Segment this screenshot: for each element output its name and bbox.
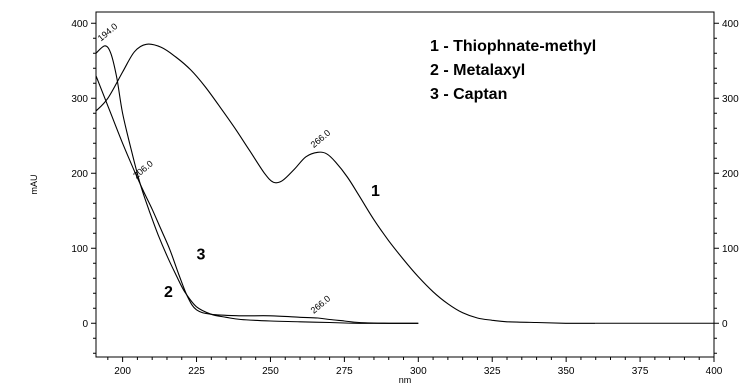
x-tick-label: 275: [336, 366, 353, 377]
peak-label: 266.0: [309, 128, 333, 150]
y-left-tick-label: 300: [71, 94, 88, 105]
peak-label: 194.0: [96, 21, 120, 43]
x-tick-label: 400: [706, 366, 723, 377]
series-layer: [95, 43, 714, 324]
x-tick-label: 300: [410, 366, 427, 377]
x-tick-label: 325: [484, 366, 501, 377]
peak-label: 266.0: [309, 293, 333, 315]
legend-entry-1: 1 - Thiophnate-methyl: [430, 38, 596, 55]
x-tick-label: 375: [632, 366, 649, 377]
y-left-tick-label: 200: [71, 169, 88, 180]
x-axis-title: nm: [399, 375, 412, 385]
y-right-tick-label: 400: [722, 19, 739, 30]
y-right-tick-label: 300: [722, 94, 739, 105]
y-right-tick-label: 200: [722, 169, 739, 180]
curve-number-label: 3: [197, 247, 206, 264]
series-line-1: [95, 43, 596, 324]
x-tick-label: 225: [188, 366, 205, 377]
x-tick-label: 200: [114, 366, 131, 377]
y-right-tick-label: 0: [722, 319, 728, 330]
legend: 1 - Thiophnate-methyl 2 - Metalaxyl 3 - …: [430, 38, 596, 103]
plot-frame: [95, 11, 715, 358]
y-left-tick-label: 100: [71, 244, 88, 255]
series-line-2: [95, 45, 419, 324]
axes: 200 225 250 275 300 325 350 375 400 0 0 100 100 200 20…: [71, 19, 739, 377]
x-tick-label: 250: [262, 366, 279, 377]
curve-number-label: 1: [371, 183, 380, 200]
y-right-tick-label: 100: [722, 244, 739, 255]
y-left-tick-label: 0: [82, 319, 88, 330]
y-axis-title: mAU: [29, 175, 39, 195]
series-line-3: [95, 75, 419, 324]
y-left-tick-label: 400: [71, 19, 88, 30]
legend-entry-3: 3 - Captan: [430, 86, 507, 103]
x-tick-label: 350: [558, 366, 575, 377]
legend-entry-2: 2 - Metalaxyl: [430, 62, 525, 79]
curve-number-label: 2: [164, 284, 173, 301]
